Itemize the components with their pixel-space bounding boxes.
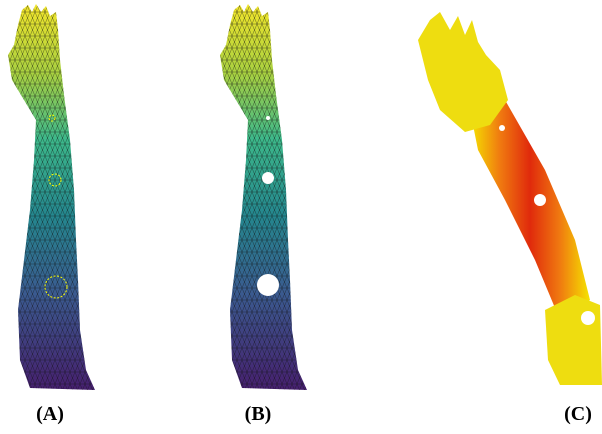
panel-label: (C) <box>564 403 592 425</box>
figure: (A) (B) (C) <box>0 0 602 434</box>
panel-label: (B) <box>245 403 272 425</box>
arm-mesh-b <box>220 4 307 390</box>
arm-surface-c <box>418 12 602 385</box>
panel-label: (A) <box>36 403 64 425</box>
arm-mesh-a <box>8 4 95 390</box>
